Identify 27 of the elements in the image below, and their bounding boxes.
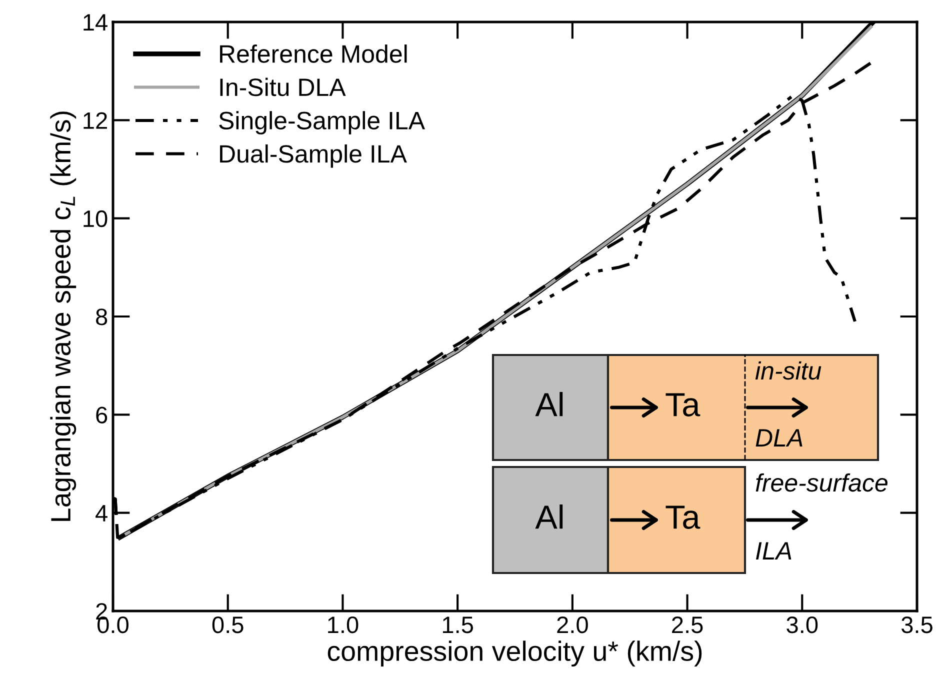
annotation: in-situ — [755, 361, 822, 380]
x-tick-label: 3.5 — [901, 616, 932, 634]
annotation: DLA — [756, 429, 802, 446]
y-tick-label: 10 — [84, 210, 108, 228]
legend-label: Reference Model — [220, 44, 407, 63]
x-tick-label: 1.0 — [328, 616, 358, 634]
legend-label: In-Situ DLA — [220, 78, 346, 96]
annotation: Ta — [666, 393, 700, 416]
y-tick-label: 6 — [96, 406, 108, 424]
y-tick-label: 4 — [96, 505, 108, 522]
y-tick-label: 8 — [96, 308, 108, 326]
y-axis-title: Lagrangian wave speed c$_{L}$ (km/s) — [50, 112, 76, 521]
annotation: Al — [535, 392, 563, 416]
x-tick-label: 2.5 — [672, 616, 703, 634]
annotation: ILA — [756, 542, 792, 560]
annotation: Al — [535, 504, 563, 529]
annotation: Ta — [666, 506, 700, 529]
legend-label: Single-Sample ILA — [219, 111, 426, 134]
x-tick-label: 0.5 — [212, 616, 244, 634]
x-tick-label: 1.5 — [442, 616, 473, 634]
x-tick-label: 3.0 — [786, 616, 818, 634]
legend-label: Dual-Sample ILA — [220, 144, 407, 168]
x-axis-title: compression velocity u* (km/s) — [328, 640, 702, 667]
annotation: free-surface — [756, 473, 888, 492]
y-tick-label: 14 — [84, 14, 108, 31]
y-tick-label: 12 — [84, 112, 107, 129]
x-tick-label: 2.0 — [557, 616, 588, 634]
